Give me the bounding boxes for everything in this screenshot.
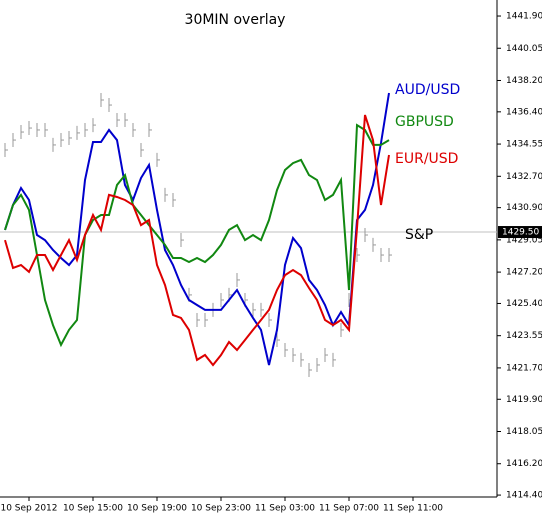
y-tick-label: 1419.90 — [506, 395, 542, 405]
price-bar — [172, 192, 176, 207]
legend-label: EUR/USD — [395, 151, 458, 167]
price-bar — [180, 233, 184, 248]
x-tick-label: 11 Sep 03:00 — [255, 504, 315, 514]
price-bar — [284, 342, 288, 357]
x-tick-label: 10 Sep 23:00 — [191, 504, 251, 514]
y-tick-label: 1416.20 — [506, 459, 542, 469]
legend-label: AUD/USD — [395, 82, 460, 98]
price-bar — [20, 125, 24, 140]
series-line — [4, 92, 390, 366]
price-bar — [68, 130, 72, 145]
y-tick-label: 1414.40 — [506, 491, 542, 501]
price-bar — [252, 302, 256, 317]
price-bar — [372, 237, 376, 252]
y-tick-label: 1440.05 — [506, 44, 542, 54]
price-bar — [44, 122, 48, 137]
price-bar — [140, 142, 144, 157]
price-bar — [12, 133, 16, 148]
price-bar — [364, 227, 368, 242]
series-line — [4, 123, 390, 348]
y-tick-label: 1425.40 — [506, 299, 542, 309]
price-bar — [316, 357, 320, 372]
price-bar — [220, 292, 224, 307]
legend-label: GBPUSD — [395, 114, 454, 130]
y-tick-label: 1430.90 — [506, 203, 542, 213]
price-bar — [92, 118, 96, 133]
price-bar — [124, 113, 128, 128]
x-tick-label: 11 Sep 07:00 — [319, 504, 379, 514]
price-bar — [4, 142, 8, 157]
y-tick-label: 1429.05 — [506, 235, 542, 245]
price-bar — [60, 133, 64, 148]
price-bar — [84, 122, 88, 137]
y-tick-label: 1421.70 — [506, 363, 542, 373]
price-bar — [324, 348, 328, 363]
price-bar — [28, 121, 32, 136]
price-bar — [340, 322, 344, 337]
x-tick-label: 11 Sep 11:00 — [383, 504, 443, 514]
price-bar — [132, 122, 136, 137]
y-tick-label: 1441.90 — [506, 12, 542, 22]
price-bar — [260, 302, 264, 317]
price-bar — [308, 363, 312, 378]
price-bar — [164, 187, 168, 202]
price-bar — [388, 248, 392, 263]
y-tick-label: 1438.20 — [506, 76, 542, 86]
price-bar — [100, 92, 104, 107]
price-bar — [276, 333, 280, 348]
legend-label: S&P — [405, 227, 433, 243]
y-tick-label: 1432.70 — [506, 172, 542, 182]
price-bar — [292, 348, 296, 363]
price-bar — [268, 313, 272, 328]
price-bar — [236, 272, 240, 287]
price-bar — [148, 122, 152, 137]
y-tick-label: 1427.20 — [506, 268, 542, 278]
price-label: 1429.50 — [502, 228, 539, 238]
price-box — [498, 226, 542, 239]
x-tick-label: 10 Sep 15:00 — [63, 504, 123, 514]
price-bar — [300, 352, 304, 367]
y-tick-label: 1423.55 — [506, 331, 542, 341]
price-bar — [156, 152, 160, 167]
y-tick-label: 1418.05 — [506, 427, 542, 437]
y-tick-label: 1434.55 — [506, 140, 542, 150]
price-bar — [380, 248, 384, 263]
series-line — [4, 114, 390, 367]
price-bar — [204, 313, 208, 328]
price-bar — [332, 352, 336, 367]
price-bar — [52, 137, 56, 152]
price-bar — [36, 122, 40, 137]
price-bar — [196, 313, 200, 328]
price-bar — [356, 248, 360, 263]
chart-title: 30MIN overlay — [185, 12, 286, 28]
x-tick-label: 10 Sep 19:00 — [127, 504, 187, 514]
price-bar — [108, 98, 112, 113]
price-bar — [116, 113, 120, 128]
y-tick-label: 1436.40 — [506, 107, 542, 117]
x-tick-label: 10 Sep 2012 — [0, 504, 57, 514]
price-bar — [76, 125, 80, 140]
